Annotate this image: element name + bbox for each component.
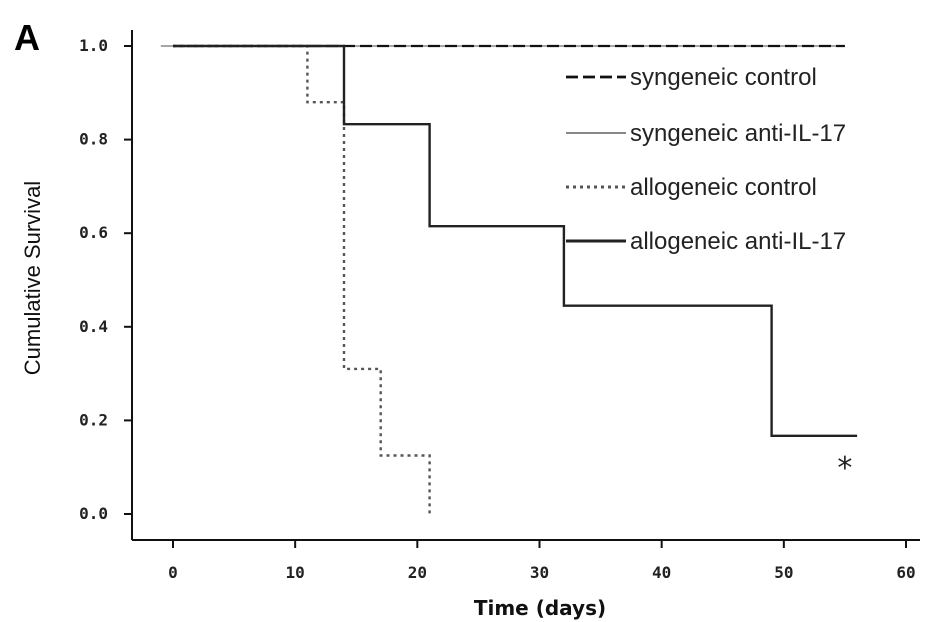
y-axis-title: Cumulative Survival	[20, 181, 45, 375]
panel-label: A	[14, 17, 40, 58]
legend-label: syngeneic control	[630, 64, 817, 91]
x-tick-label: 20	[408, 563, 427, 582]
x-tick-label: 60	[896, 563, 915, 582]
y-tick-label: 0.8	[79, 130, 108, 149]
series-line-allogeneic-control	[173, 44, 431, 514]
x-tick-label: 10	[286, 563, 305, 582]
y-ticks: 0.0 0.2 0.4 0.6 0.8 1.0	[79, 36, 132, 523]
legend-label: allogeneic control	[630, 174, 817, 201]
series-layer	[160, 44, 858, 514]
x-axis-title: Time (days)	[474, 596, 606, 620]
series-line-allogeneic-anti-il-17	[173, 44, 858, 437]
significance-annotation: *	[837, 451, 852, 486]
y-tick-label: 0.6	[79, 223, 108, 242]
plot-axes	[131, 30, 920, 541]
x-tick-label: 40	[652, 563, 671, 582]
legend-label: allogeneic anti-IL-17	[630, 228, 846, 255]
y-tick-label: 0.4	[79, 317, 108, 336]
y-tick-label: 0.2	[79, 410, 108, 429]
y-tick-label: 1.0	[79, 36, 108, 55]
legend: syngeneic control syngeneic anti-IL-17 all…	[566, 64, 846, 255]
legend-label: syngeneic anti-IL-17	[630, 120, 846, 147]
x-ticks: 0 10 20 30 40 50 60	[168, 540, 916, 582]
x-tick-label: 50	[774, 563, 793, 582]
x-tick-label: 30	[530, 563, 549, 582]
x-tick-label: 0	[168, 563, 178, 582]
y-tick-label: 0.0	[79, 504, 108, 523]
